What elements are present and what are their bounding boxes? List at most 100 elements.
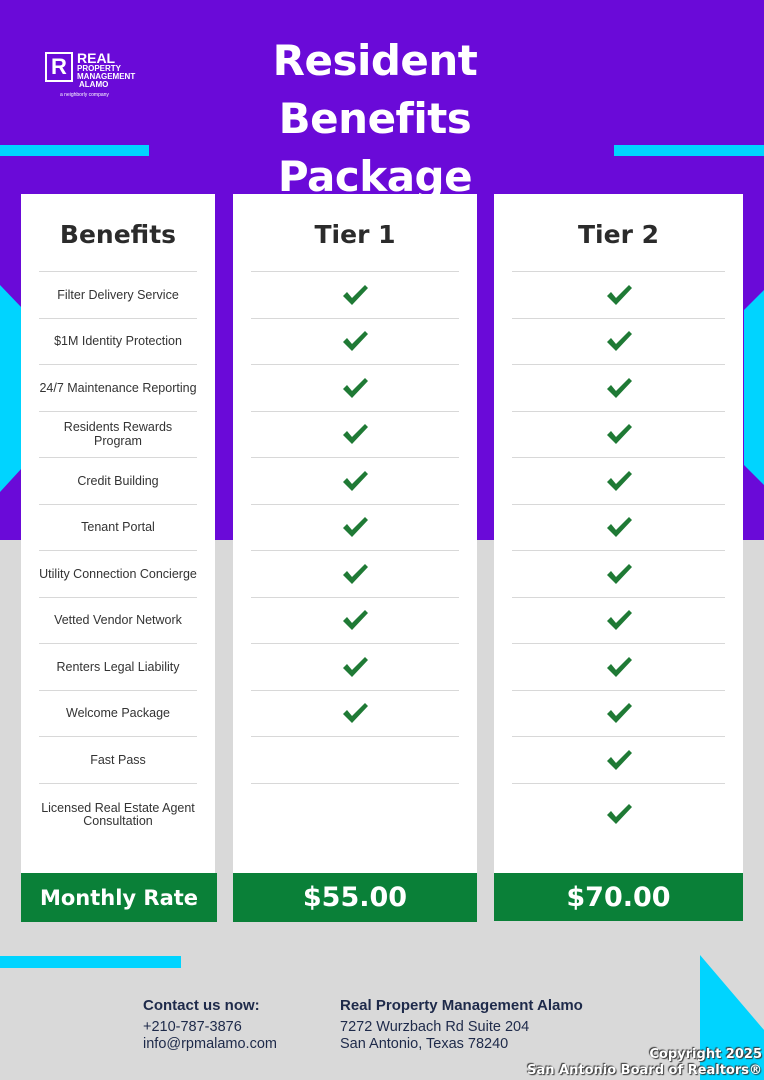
tier1-cell (251, 410, 459, 458)
tier1-cell (251, 689, 459, 737)
benefit-row: Welcome Package (39, 689, 197, 737)
tier2-column: Tier 2 (494, 194, 743, 874)
checkmark-icon (343, 424, 368, 445)
tier2-cell (512, 457, 725, 504)
tier1-cell (251, 736, 459, 783)
benefit-row: Tenant Portal (39, 503, 197, 551)
company-heading: Real Property Management Alamo (340, 997, 583, 1014)
checkmark-icon (606, 284, 632, 305)
checkmark-icon (343, 563, 368, 584)
tier1-cell (251, 782, 459, 863)
decor-bar-bottom (0, 956, 181, 968)
logo-line: PROPERTY (77, 64, 122, 73)
benefit-row: Licensed Real Estate Agent Consultation (39, 782, 197, 863)
company-address-line2: San Antonio, Texas 78240 (340, 1036, 509, 1052)
contact-email[interactable]: info@rpmalamo.com (143, 1036, 277, 1052)
benefit-row: Filter Delivery Service (39, 271, 197, 318)
checkmark-icon (343, 331, 368, 352)
benefit-row: 24/7 Maintenance Reporting (39, 364, 197, 411)
tier1-cell (251, 596, 459, 644)
checkmark-icon (606, 610, 632, 631)
checkmark-icon (606, 563, 632, 584)
tier2-cell (512, 503, 725, 551)
tier2-price: $70.00 (494, 873, 743, 921)
tier2-cell (512, 596, 725, 644)
benefit-row: Residents Rewards Program (39, 410, 197, 458)
benefit-row: Fast Pass (39, 736, 197, 783)
checkmark-icon (343, 610, 368, 631)
decor-bar-left (0, 145, 149, 156)
benefit-name: Licensed Real Estate Agent Consultation (41, 800, 195, 828)
logo-mark: R (45, 52, 73, 82)
checkmark-icon (606, 470, 632, 491)
logo-tagline: a neighborly company (60, 92, 109, 98)
benefit-row: Vetted Vendor Network (39, 596, 197, 644)
tier1-cell (251, 317, 459, 365)
contact-block: Contact us now: +210-787-3876 info@rpmal… (143, 997, 277, 1053)
benefit-name: Filter Delivery Service (57, 287, 179, 302)
benefit-name: Welcome Package (66, 706, 170, 721)
tier1-cell (251, 271, 459, 318)
checkmark-icon (606, 331, 632, 352)
checkmark-icon (606, 703, 632, 724)
tier2-cell (512, 643, 725, 690)
checkmark-icon (606, 749, 632, 770)
checkmark-icon (606, 377, 632, 398)
benefit-name: Credit Building (77, 473, 159, 488)
copyright-line: Copyright 2025 (649, 1047, 762, 1062)
benefit-name: Tenant Portal (81, 520, 155, 535)
benefit-row: Renters Legal Liability (39, 643, 197, 690)
checkmark-icon (343, 703, 368, 724)
tier1-column: Tier 1 (233, 194, 477, 874)
tier2-cell (512, 317, 725, 365)
benefit-name: Residents Rewards Program (63, 420, 173, 449)
benefit-name: Fast Pass (90, 752, 146, 767)
benefit-row: Utility Connection Concierge (39, 550, 197, 597)
logo-line: MANAGEMENT (77, 72, 136, 81)
tier1-cell (251, 643, 459, 690)
checkmark-icon (606, 803, 632, 824)
tier2-cell (512, 271, 725, 318)
tier1-cell (251, 364, 459, 411)
logo-line: REAL (77, 50, 116, 66)
tier2-cell (512, 689, 725, 737)
benefit-row: $1M Identity Protection (39, 317, 197, 365)
tier2-cell (512, 782, 725, 863)
benefit-row: Credit Building (39, 457, 197, 504)
tier1-price: $55.00 (233, 873, 477, 922)
decor-bar-right (614, 145, 764, 156)
checkmark-icon (606, 656, 632, 677)
benefit-name: 24/7 Maintenance Reporting (39, 380, 197, 395)
decor-shape-right (744, 290, 764, 485)
tier1-cell (251, 503, 459, 551)
tier1-cell (251, 550, 459, 597)
benefits-heading: Benefits (59, 220, 177, 249)
tier2-cell (512, 550, 725, 597)
checkmark-icon (343, 470, 368, 491)
tier2-cell (512, 736, 725, 783)
checkmark-icon (606, 517, 632, 538)
checkmark-icon (343, 377, 368, 398)
tier1-cell (251, 457, 459, 504)
checkmark-icon (343, 284, 368, 305)
copyright-line: San Antonio Board of Realtors® (527, 1063, 762, 1078)
decor-shape-left (0, 285, 22, 492)
benefit-name: Vetted Vendor Network (54, 613, 182, 628)
contact-heading: Contact us now: (143, 997, 260, 1014)
copyright-watermark: Copyright 2025 San Antonio Board of Real… (527, 1047, 762, 1079)
checkmark-icon (343, 517, 368, 538)
page-title: Resident Benefits Package (272, 36, 478, 201)
company-address-line1: 7272 Wurzbach Rd Suite 204 (340, 1019, 530, 1035)
logo-line: ALAMO (79, 80, 109, 89)
contact-phone[interactable]: +210-787-3876 (143, 1019, 242, 1035)
benefit-name: Renters Legal Liability (56, 659, 180, 674)
checkmark-icon (343, 656, 368, 677)
tier1-heading: Tier 1 (314, 220, 396, 249)
tier2-cell (512, 410, 725, 458)
checkmark-icon (606, 424, 632, 445)
benefit-name: $1M Identity Protection (54, 334, 182, 349)
tier2-heading: Tier 2 (577, 220, 659, 249)
benefits-column: Benefits Filter Delivery Service $1M Iden… (21, 194, 215, 874)
tier2-cell (512, 364, 725, 411)
decor-triangle-bottom (700, 955, 764, 1080)
